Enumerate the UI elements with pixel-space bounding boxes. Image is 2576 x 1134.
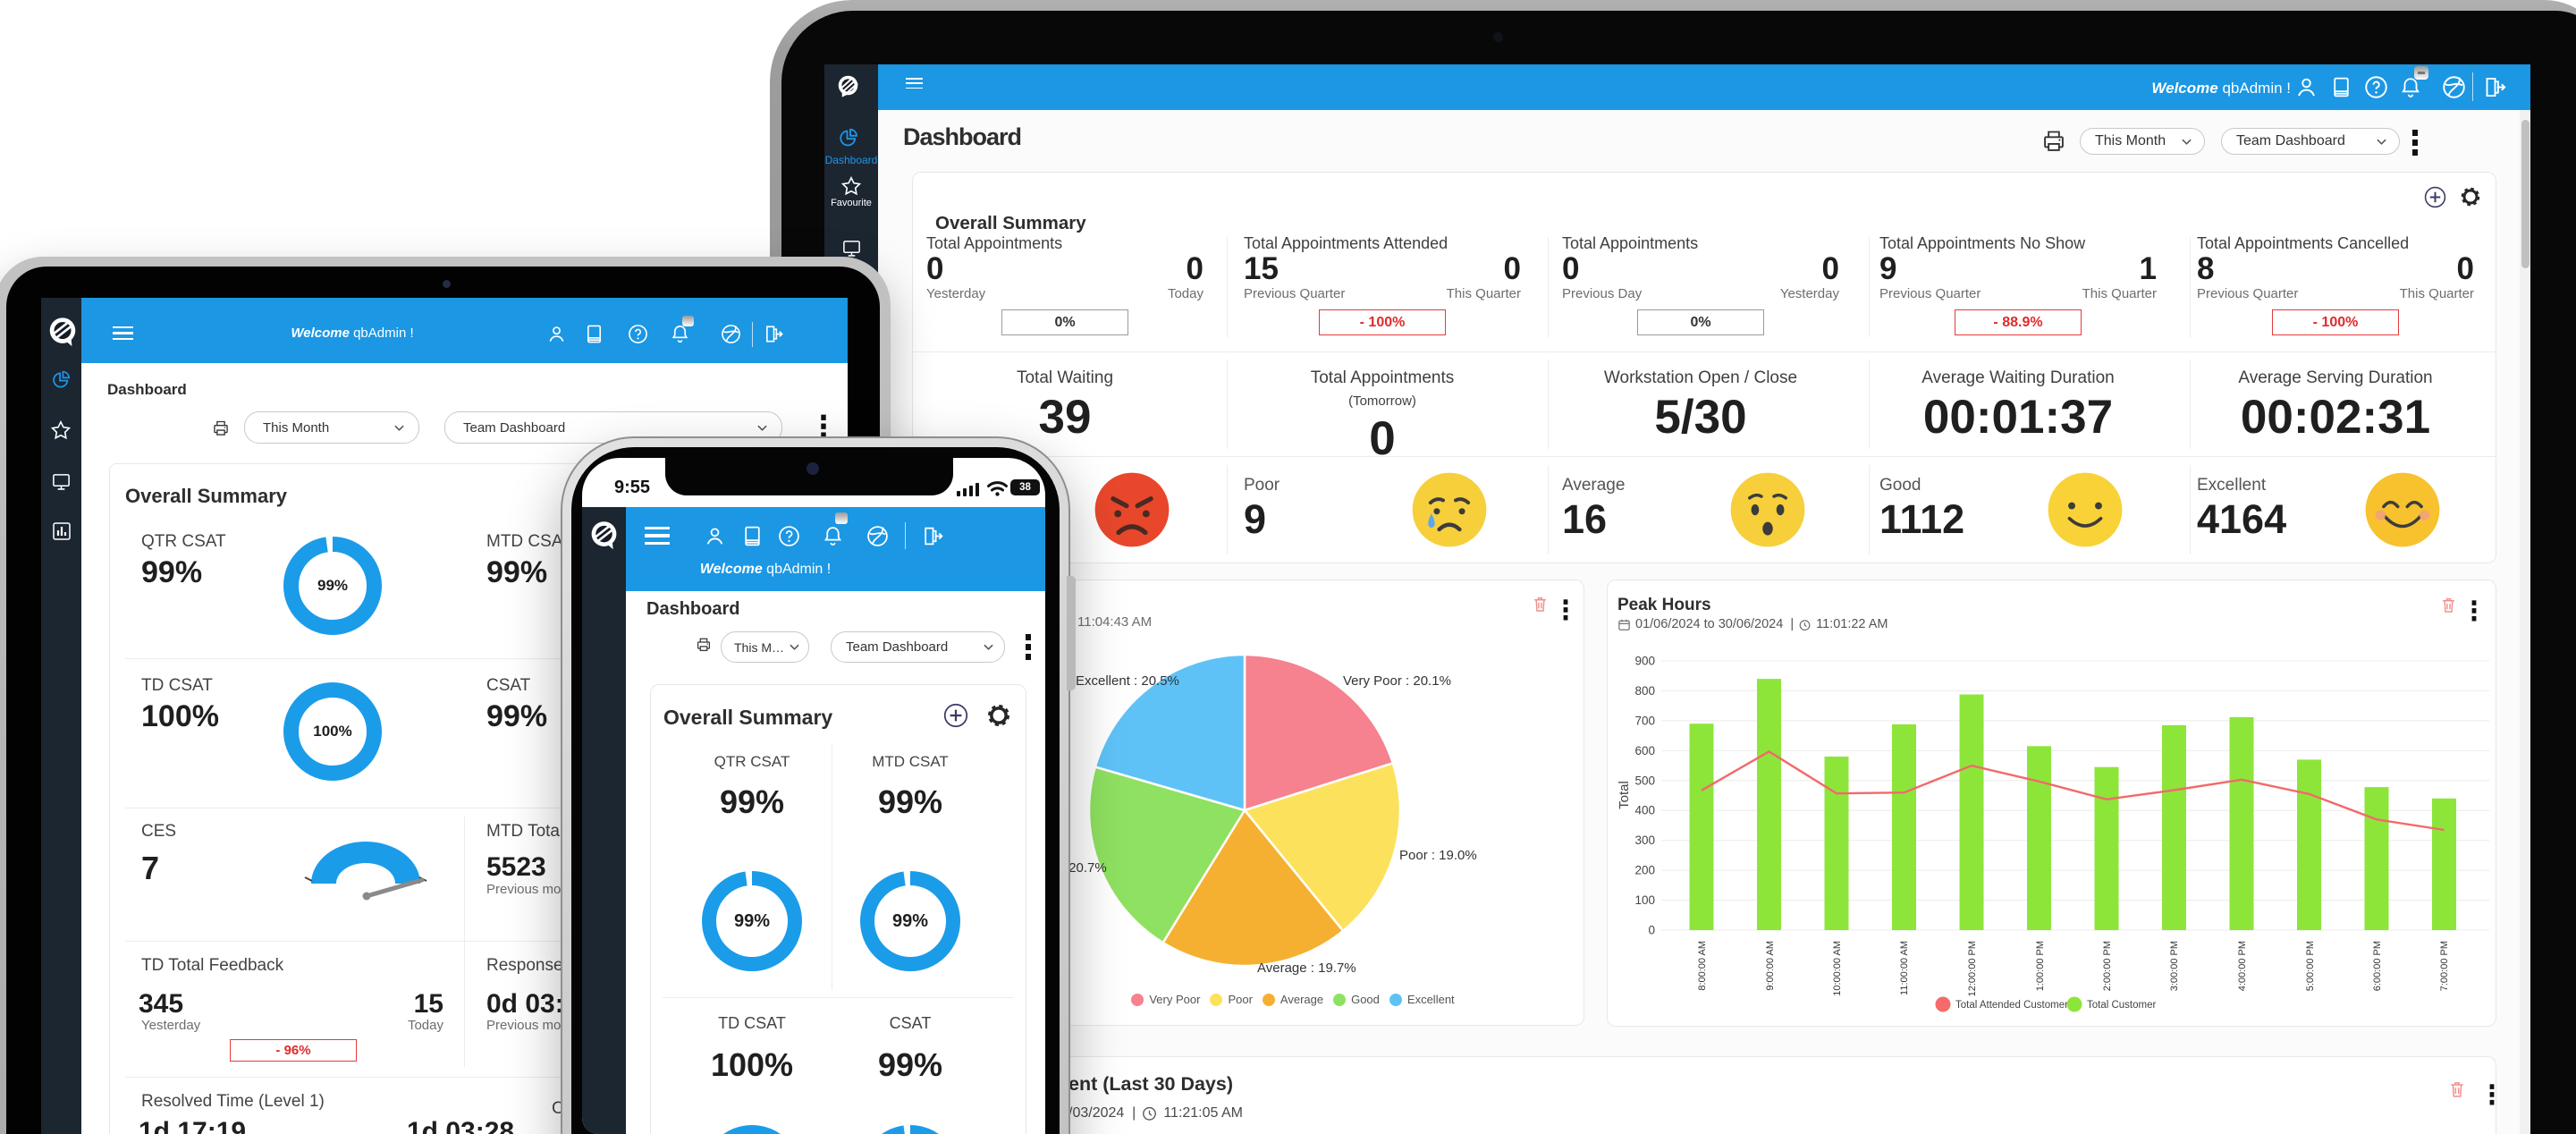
svg-text:6:00:00 PM: 6:00:00 PM xyxy=(2372,941,2383,991)
svg-text:5:00:00 PM: 5:00:00 PM xyxy=(2305,941,2316,991)
svg-text:Total Customer: Total Customer xyxy=(2087,1000,2157,1011)
svg-text:4:00:00 PM: 4:00:00 PM xyxy=(2237,941,2248,991)
svg-text:Total: Total xyxy=(1617,781,1632,809)
svg-text:900: 900 xyxy=(1634,655,1655,668)
svg-text:7:00:00 PM: 7:00:00 PM xyxy=(2439,941,2450,991)
svg-text:12:00:00 PM: 12:00:00 PM xyxy=(1967,941,1978,996)
svg-text:100: 100 xyxy=(1634,893,1655,907)
svg-text:3:00:00 PM: 3:00:00 PM xyxy=(2169,941,2180,991)
svg-text:300: 300 xyxy=(1634,834,1655,847)
svg-text:8:00:00 AM: 8:00:00 AM xyxy=(1697,941,1708,991)
svg-text:1:00:00 PM: 1:00:00 PM xyxy=(2035,941,2046,991)
svg-text:11:00:00 AM: 11:00:00 AM xyxy=(1899,941,1910,995)
svg-text:200: 200 xyxy=(1634,864,1655,877)
svg-text:Total Attended Customer: Total Attended Customer xyxy=(1955,1000,2068,1011)
svg-text:2:00:00 PM: 2:00:00 PM xyxy=(2102,941,2113,991)
svg-text:10:00:00 AM: 10:00:00 AM xyxy=(1832,941,1843,996)
svg-text:500: 500 xyxy=(1634,774,1655,787)
svg-text:0: 0 xyxy=(1648,924,1655,937)
svg-text:400: 400 xyxy=(1634,804,1655,817)
svg-text:700: 700 xyxy=(1634,714,1655,727)
svg-text:9:00:00 AM: 9:00:00 AM xyxy=(1765,941,1776,991)
svg-text:600: 600 xyxy=(1634,744,1655,757)
svg-text:800: 800 xyxy=(1634,684,1655,698)
